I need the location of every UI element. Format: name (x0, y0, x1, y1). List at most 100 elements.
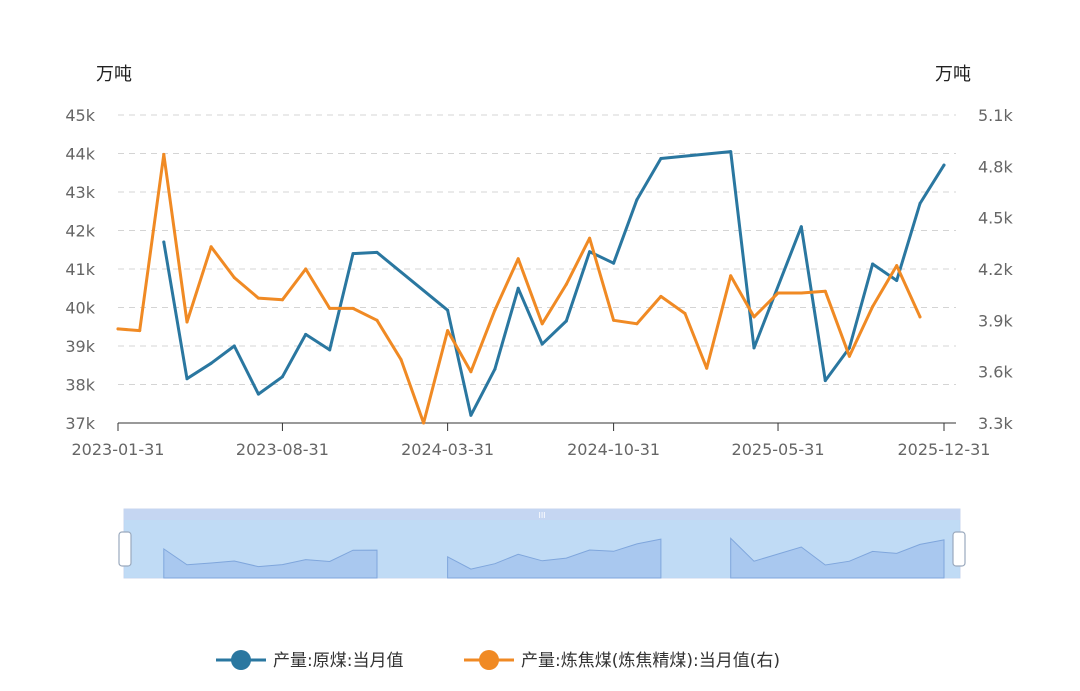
data-point[interactable] (847, 354, 851, 358)
navigator-area (447, 538, 662, 579)
data-point[interactable] (659, 157, 663, 160)
right-tick-label: 5.1k (978, 106, 1013, 125)
data-point[interactable] (116, 327, 120, 331)
right-tick-label: 3.6k (978, 363, 1013, 382)
left-tick-label: 38k (65, 376, 95, 395)
data-point[interactable] (683, 312, 687, 315)
data-point[interactable] (209, 245, 213, 249)
data-point[interactable] (162, 240, 166, 244)
data-point[interactable] (138, 329, 142, 333)
data-point[interactable] (918, 202, 922, 205)
data-point[interactable] (729, 150, 733, 154)
data-point[interactable] (304, 267, 308, 271)
data-point[interactable] (469, 370, 473, 374)
x-tick-label: 2025-05-31 (732, 440, 825, 459)
data-point[interactable] (871, 262, 875, 266)
navigator-drag-bar[interactable] (124, 509, 960, 520)
data-point[interactable] (446, 308, 450, 312)
series-line-0[interactable] (162, 150, 946, 417)
data-point[interactable] (942, 163, 946, 167)
data-point[interactable] (516, 286, 520, 290)
data-point[interactable] (564, 319, 568, 323)
data-point[interactable] (446, 329, 450, 333)
data-point[interactable] (162, 152, 166, 156)
right-tick-label: 4.5k (978, 209, 1013, 228)
data-point[interactable] (493, 308, 497, 312)
data-point[interactable] (375, 318, 379, 322)
data-point[interactable] (752, 315, 756, 319)
data-point[interactable] (612, 318, 616, 322)
data-point[interactable] (351, 252, 355, 256)
x-axis: 2023-01-31 2023-08-31 2024-03-31 2024-10-31… (72, 422, 991, 459)
data-point[interactable] (516, 257, 520, 261)
right-tick-label: 4.8k (978, 157, 1013, 176)
navigator-right-handle[interactable] (952, 531, 966, 567)
data-point[interactable] (209, 361, 213, 365)
left-tick-label: 42k (65, 222, 95, 241)
data-point[interactable] (799, 291, 803, 295)
data-point[interactable] (895, 264, 899, 268)
gridlines (118, 114, 956, 385)
legend-item-coking-coal[interactable]: 产量:炼焦煤(炼焦精煤):当月值(右) (464, 650, 780, 671)
data-point[interactable] (659, 294, 663, 298)
navigator-grip-icon[interactable]: III (538, 511, 545, 520)
range-navigator[interactable]: III (118, 508, 966, 579)
data-point[interactable] (422, 421, 426, 425)
data-point[interactable] (895, 279, 899, 282)
data-point[interactable] (493, 367, 497, 371)
data-point[interactable] (304, 332, 308, 336)
data-point[interactable] (185, 320, 189, 324)
data-point[interactable] (256, 392, 260, 396)
data-point[interactable] (918, 315, 922, 319)
left-tick-label: 41k (65, 260, 95, 279)
data-point[interactable] (635, 198, 639, 202)
data-point[interactable] (375, 250, 379, 254)
data-point[interactable] (823, 379, 827, 383)
left-tick-label: 44k (65, 145, 95, 164)
data-point[interactable] (232, 344, 236, 348)
data-point[interactable] (540, 342, 544, 346)
legend-label: 产量:炼焦煤(炼焦精煤):当月值(右) (521, 651, 780, 671)
data-point[interactable] (612, 261, 616, 265)
data-point[interactable] (351, 306, 355, 310)
legend-item-raw-coal[interactable]: 产量:原煤:当月值 (216, 650, 403, 671)
data-point[interactable] (256, 296, 260, 300)
data-point[interactable] (280, 375, 284, 379)
left-tick-label: 40k (65, 299, 95, 318)
data-point[interactable] (871, 305, 875, 309)
data-point[interactable] (823, 289, 827, 293)
data-point[interactable] (588, 236, 592, 240)
data-point[interactable] (469, 413, 473, 417)
data-point[interactable] (399, 358, 403, 362)
legend-marker-icon (479, 650, 499, 670)
navigator-area (730, 537, 945, 579)
x-tick-label: 2024-03-31 (401, 440, 494, 459)
left-tick-label: 39k (65, 337, 95, 356)
data-point[interactable] (328, 306, 332, 310)
data-point[interactable] (847, 346, 851, 350)
navigator-area (163, 547, 378, 579)
data-point[interactable] (776, 291, 780, 295)
x-tick-label: 2023-08-31 (236, 440, 329, 459)
data-point[interactable] (729, 274, 733, 278)
data-point[interactable] (635, 322, 639, 326)
data-point[interactable] (328, 348, 332, 352)
data-point[interactable] (185, 377, 189, 381)
data-point[interactable] (705, 366, 709, 370)
data-point[interactable] (588, 250, 592, 254)
right-tick-label: 3.9k (978, 311, 1013, 330)
data-point[interactable] (752, 346, 756, 350)
data-point[interactable] (280, 298, 284, 302)
legend: 产量:原煤:当月值 产量:炼焦煤(炼焦精煤):当月值(右) (216, 650, 780, 671)
x-tick-label: 2025-12-31 (898, 440, 991, 459)
data-point[interactable] (540, 322, 544, 326)
data-point[interactable] (564, 282, 568, 286)
left-tick-label: 45k (65, 106, 95, 125)
data-point[interactable] (232, 276, 236, 280)
x-tick-label: 2024-10-31 (567, 440, 660, 459)
navigator-left-handle[interactable] (118, 531, 132, 567)
data-point[interactable] (799, 225, 803, 229)
right-tick-label: 3.3k (978, 414, 1013, 433)
legend-marker-icon (231, 650, 251, 670)
